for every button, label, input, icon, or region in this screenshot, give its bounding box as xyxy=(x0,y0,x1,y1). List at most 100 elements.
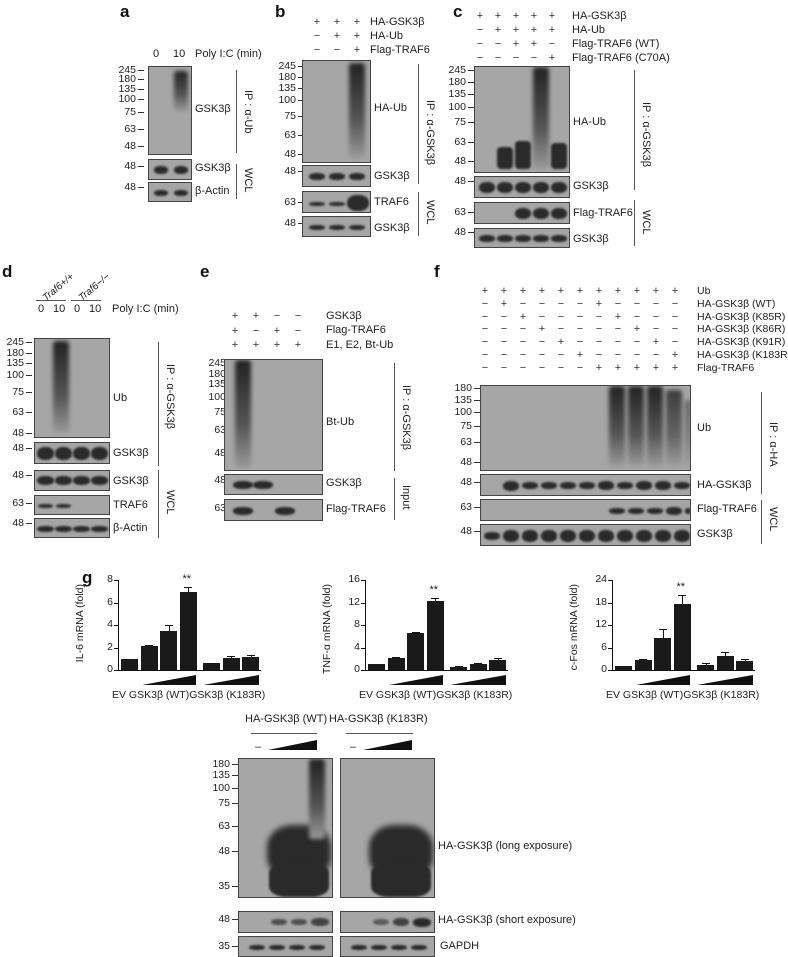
error-bar xyxy=(188,586,189,593)
blot-ip-ha-gsk3b xyxy=(480,474,691,496)
x-axis xyxy=(612,670,755,671)
condition-label: HA-GSK3β xyxy=(370,16,425,28)
bar xyxy=(368,664,385,670)
x-axis xyxy=(365,670,508,671)
sign: − xyxy=(500,310,508,323)
sign: − xyxy=(557,310,565,323)
mw-marker: 63 xyxy=(266,196,304,208)
mw-marker: 63 xyxy=(436,136,474,148)
sign: − xyxy=(557,323,565,336)
lane-label: 0 xyxy=(38,303,45,315)
blot-label: GSK3β xyxy=(573,233,609,245)
sign: + xyxy=(333,30,341,42)
blot-wcl-flag-traf6 xyxy=(480,499,691,521)
sign: + xyxy=(652,361,660,374)
condition-label: HA-GSK3β (WT) xyxy=(697,297,776,310)
mw-marker: 48 xyxy=(0,427,32,439)
mw-marker: 48 xyxy=(0,442,32,454)
mw-marker: 35 xyxy=(200,940,238,952)
sign: − xyxy=(481,336,489,349)
sign: − xyxy=(519,349,527,361)
blot-input-gsk3b xyxy=(224,474,323,495)
significance-marker: ** xyxy=(429,584,439,596)
group-label: IP : α-GSK3β xyxy=(400,385,412,451)
sign: + xyxy=(576,285,584,297)
group-label: HA-GSK3β (WT) xyxy=(245,713,328,725)
blot-label: TRAF6 xyxy=(374,196,409,208)
bar xyxy=(697,665,714,670)
blot-label: HA-Ub xyxy=(573,116,607,128)
sign: + xyxy=(512,38,520,50)
blot-wcl-actin xyxy=(34,518,110,538)
mw-marker: 63 xyxy=(442,436,480,448)
genotype-label: Traf6+/+ xyxy=(40,271,77,304)
sign: + xyxy=(481,285,489,297)
mw-marker: 245 xyxy=(0,336,32,348)
sign: − xyxy=(671,310,679,323)
x-axis-label: EV GSK3β (WT)GSK3β (K183R) xyxy=(359,689,513,701)
sign: − xyxy=(652,297,660,310)
mw-marker: 100 xyxy=(442,406,480,418)
mw-marker: 180 xyxy=(0,347,32,359)
sign: − xyxy=(476,24,484,36)
blot-label: Ub xyxy=(697,422,712,434)
sign: + xyxy=(548,24,556,36)
sign: − xyxy=(595,349,603,361)
bar xyxy=(203,663,220,670)
sign: + xyxy=(595,285,603,297)
y-axis xyxy=(118,580,119,670)
sign: − xyxy=(500,361,508,374)
y-tick xyxy=(608,670,612,671)
blot-label: GSK3β xyxy=(113,475,149,487)
condition-label: GSK3β xyxy=(326,310,362,322)
mw-marker: 75 xyxy=(0,386,32,398)
genotype-bracket xyxy=(36,300,66,301)
sign: + xyxy=(557,336,565,349)
bar xyxy=(615,666,632,670)
condition-label: HA-GSK3β (K183R) xyxy=(697,349,788,361)
mw-marker: 75 xyxy=(266,110,304,122)
sign: − xyxy=(576,336,584,349)
mw-marker: 135 xyxy=(196,378,234,390)
mw-marker: 48 xyxy=(106,140,144,152)
sign: − xyxy=(538,297,546,310)
blot-label: GSK3β xyxy=(697,528,733,540)
sign: + xyxy=(652,336,660,349)
sign: − xyxy=(633,310,641,323)
mw-marker: 245 xyxy=(106,64,144,76)
mw-marker: 135 xyxy=(442,394,480,406)
y-tick-label: 4 xyxy=(107,618,113,630)
y-tick-label: 0 xyxy=(601,663,607,675)
mw-marker: 35 xyxy=(200,880,238,892)
sign: − xyxy=(671,323,679,336)
blot-label: Flag-TRAF6 xyxy=(326,503,386,515)
condition-label: HA-Ub xyxy=(572,24,606,36)
bar xyxy=(407,633,424,670)
sign: − xyxy=(671,297,679,310)
empty-vector-dash: – xyxy=(255,741,262,753)
sign: + xyxy=(530,24,538,36)
error-cap xyxy=(145,645,153,647)
genotype-bracket xyxy=(71,300,101,301)
mw-marker: 135 xyxy=(200,769,238,781)
sign: − xyxy=(519,336,527,349)
sign: − xyxy=(519,323,527,336)
group-bracket xyxy=(761,500,762,544)
y-tick xyxy=(361,647,365,649)
dose-wedge xyxy=(697,675,753,685)
sign: − xyxy=(595,323,603,336)
sign: + xyxy=(231,324,239,337)
y-tick-label: 2 xyxy=(107,640,113,653)
error-cap xyxy=(454,666,463,668)
bar xyxy=(387,658,405,670)
mw-marker: 100 xyxy=(106,93,144,105)
group-label: Input xyxy=(400,485,412,510)
blot-ip-btub xyxy=(224,359,323,471)
sign: + xyxy=(333,16,341,28)
mw-marker: 63 xyxy=(0,406,32,418)
blot-label: β-Actin xyxy=(113,522,148,534)
blot-label: HA-GSK3β (long exposure) xyxy=(438,840,573,852)
group-bracket xyxy=(236,164,237,199)
blot-wcl-gsk3b xyxy=(480,524,691,546)
sign: + xyxy=(614,310,622,323)
